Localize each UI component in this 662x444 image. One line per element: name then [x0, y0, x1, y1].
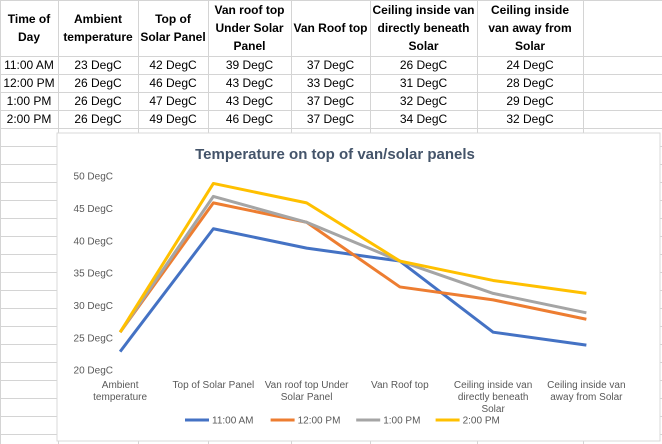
data-cell: 49 DegC	[149, 112, 197, 126]
series-line	[118, 201, 587, 334]
header-cell: Top of Solar Panel	[140, 12, 206, 44]
x-tick-label: Top of Solar Panel	[173, 380, 255, 391]
chart-area	[56, 132, 661, 442]
header-cell: Ceiling inside van away from Solar	[488, 3, 572, 53]
data-cell: 37 DegC	[306, 112, 355, 126]
data-cell: 26 DegC	[74, 94, 122, 108]
y-tick-label: 25 DegC	[74, 333, 113, 344]
data-cell: 46 DegC	[149, 76, 197, 90]
series-line	[118, 181, 587, 333]
data-cell: 32 DegC	[506, 112, 554, 126]
legend-label: 2:00 PM	[463, 416, 500, 427]
data-cell: 34 DegC	[399, 112, 448, 126]
x-tick-label: Ambient temperature	[93, 380, 147, 403]
y-tick-label: 50 DegC	[74, 172, 113, 183]
data-cell: 26 DegC	[399, 58, 448, 72]
data-cell: 1:00 PM	[6, 94, 52, 108]
legend-label: 11:00 AM	[212, 416, 254, 427]
y-tick-label: 40 DegC	[74, 236, 113, 247]
data-cell: 31 DegC	[399, 76, 448, 90]
data-cell: 43 DegC	[225, 76, 274, 90]
data-cell: 29 DegC	[506, 94, 554, 108]
data-cell: 42 DegC	[149, 58, 197, 72]
data-cell: 33 DegC	[306, 76, 355, 90]
data-cell: 46 DegC	[225, 112, 274, 126]
x-tick-label: Van roof top Under Solar Panel	[265, 380, 349, 403]
data-cell: 24 DegC	[506, 58, 554, 72]
header-cell: Ambient temperature	[63, 12, 133, 44]
header-cell: Van roof top Under Solar Panel	[214, 3, 285, 53]
chart-title: Temperature on top of van/solar panels	[195, 146, 475, 163]
data-cell: 37 DegC	[306, 58, 355, 72]
data-cell: 23 DegC	[74, 58, 122, 72]
y-tick-label: 35 DegC	[74, 269, 113, 280]
data-cell: 37 DegC	[306, 94, 355, 108]
y-tick-label: 20 DegC	[74, 366, 113, 377]
header-cell: Ceiling inside van directly beneath Sola…	[372, 3, 475, 53]
data-cell: 26 DegC	[74, 112, 122, 126]
x-tick-label: Ceiling inside van directly beneath Solar	[454, 380, 532, 415]
x-tick-label: Van Roof top	[371, 380, 429, 391]
header-cell: Time of Day	[7, 12, 51, 44]
data-cell: 11:00 AM	[4, 58, 54, 72]
legend-label: 12:00 PM	[298, 416, 341, 427]
header-cell: Van Roof top	[293, 21, 368, 35]
y-tick-label: 45 DegC	[74, 204, 113, 215]
y-tick-label: 30 DegC	[74, 301, 113, 312]
data-cell: 39 DegC	[225, 58, 274, 72]
data-cell: 12:00 PM	[3, 76, 55, 90]
data-cell: 47 DegC	[149, 94, 197, 108]
data-cell: 26 DegC	[74, 76, 122, 90]
legend-label: 1:00 PM	[383, 416, 420, 427]
data-cell: 32 DegC	[399, 94, 448, 108]
data-cell: 43 DegC	[225, 94, 274, 108]
data-cell: 28 DegC	[506, 76, 554, 90]
x-tick-label: Ceiling inside van away from Solar	[547, 380, 625, 403]
data-cell: 2:00 PM	[6, 112, 52, 126]
series-line	[118, 194, 587, 334]
